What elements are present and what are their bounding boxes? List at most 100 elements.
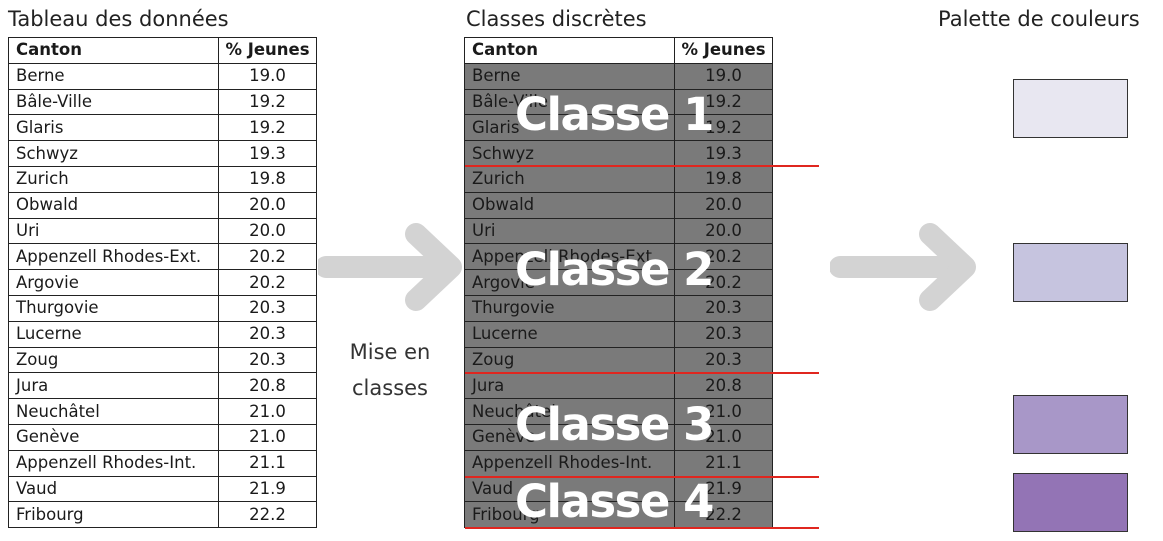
canton-cell: Appenzell Rhodes-Int.: [8, 449, 219, 477]
canton-cell: Uri: [8, 217, 219, 245]
canton-cell: Zoug: [464, 346, 675, 374]
percent-cell: 19.2: [674, 114, 773, 142]
table-row: Glaris 19.2: [464, 114, 773, 142]
palette-swatch-2: [1013, 243, 1128, 302]
table-row: Thurgovie 20.3: [8, 294, 317, 322]
table-header-row: Canton % Jeunes: [8, 37, 317, 64]
percent-cell: 21.9: [218, 475, 317, 503]
percent-cell: 20.2: [674, 243, 773, 271]
percent-cell: 21.0: [674, 423, 773, 451]
table-row: Genève 21.0: [464, 423, 773, 451]
canton-cell: Zurich: [8, 165, 219, 193]
column-header-canton: Canton: [464, 37, 675, 64]
percent-cell: 19.2: [218, 88, 317, 116]
percent-cell: 19.8: [218, 165, 317, 193]
canton-cell: Obwald: [8, 191, 219, 219]
table-row: Obwald 20.0: [8, 191, 317, 219]
table-row: Vaud 21.9: [464, 475, 773, 503]
table-row: Appenzell Rhodes-Int. 21.1: [464, 449, 773, 477]
right-title: Palette de couleurs: [938, 7, 1140, 31]
middle-title: Classes discrètes: [466, 7, 647, 31]
table-row: Vaud 21.9: [8, 475, 317, 503]
palette-swatch-3: [1013, 395, 1128, 454]
percent-cell: 21.0: [218, 423, 317, 451]
table-row: Zurich 19.8: [8, 165, 317, 193]
table-row: Schwyz 19.3: [464, 140, 773, 167]
class-label-1: Classe 1: [515, 87, 714, 141]
canton-cell: Neuchâtel: [8, 398, 219, 425]
column-header-percent: % Jeunes: [218, 37, 317, 64]
percent-cell: 20.8: [674, 372, 773, 400]
canton-cell: Schwyz: [464, 140, 675, 167]
table-row: Obwald 20.0: [464, 191, 773, 219]
canton-cell: Thurgovie: [464, 294, 675, 322]
table-row: Appenzell Rhodes-Ext. 20.2: [8, 243, 317, 271]
class-label-4: Classe 4: [515, 475, 714, 529]
class-separator: [465, 372, 819, 375]
canton-cell: Berne: [464, 62, 675, 90]
table-row: Zoug 20.3: [8, 346, 317, 374]
table-row: Fribourg 22.2: [8, 501, 317, 529]
canton-cell: Appenzell Rhodes-Ext.: [8, 243, 219, 271]
percent-cell: 20.0: [674, 191, 773, 219]
percent-cell: 20.2: [674, 269, 773, 296]
canton-cell: Glaris: [8, 114, 219, 142]
classified-table: Canton % Jeunes Berne 19.0 Bâle-Ville 19.2 G…: [464, 37, 773, 529]
table-row: Thurgovie 20.3: [464, 294, 773, 322]
percent-cell: 22.2: [218, 501, 317, 529]
canton-cell: Obwald: [464, 191, 675, 219]
step-label-line-1: Mise en: [349, 340, 431, 364]
percent-cell: 22.2: [674, 501, 773, 529]
column-header-canton: Canton: [8, 37, 219, 64]
percent-cell: 21.9: [674, 475, 773, 503]
table-row: Genève 21.0: [8, 423, 317, 451]
table-row: Neuchâtel 21.0: [464, 398, 773, 425]
percent-cell: 20.3: [218, 320, 317, 348]
percent-cell: 21.0: [218, 398, 317, 425]
left-title: Tableau des données: [8, 7, 229, 31]
canton-cell: Fribourg: [8, 501, 219, 529]
table-row: Berne 19.0: [464, 62, 773, 90]
table-row: Jura 20.8: [8, 372, 317, 400]
canton-cell: Bâle-Ville: [8, 88, 219, 116]
table-row: Uri 20.0: [8, 217, 317, 245]
percent-cell: 20.2: [218, 269, 317, 296]
percent-cell: 19.3: [674, 140, 773, 167]
data-table: Canton % Jeunes Berne 19.0 Bâle-Ville 19.2 G…: [8, 37, 317, 529]
table-row: Zoug 20.3: [464, 346, 773, 374]
table-row: Berne 19.0: [8, 62, 317, 90]
table-row: Argovie 20.2: [464, 269, 773, 296]
percent-cell: 20.3: [674, 294, 773, 322]
percent-cell: 20.8: [218, 372, 317, 400]
canton-cell: Jura: [8, 372, 219, 400]
step-label: Mise en classes: [335, 334, 445, 406]
percent-cell: 19.2: [674, 88, 773, 116]
class-separator: [465, 527, 819, 530]
percent-cell: 19.0: [674, 62, 773, 90]
canton-cell: Berne: [8, 62, 219, 90]
table-row: Neuchâtel 21.0: [8, 398, 317, 425]
percent-cell: 21.0: [674, 398, 773, 425]
canton-cell: Lucerne: [464, 320, 675, 348]
percent-cell: 21.1: [674, 449, 773, 477]
table-row: Jura 20.8: [464, 372, 773, 400]
step-label-line-2: classes: [352, 376, 428, 400]
class-label-2: Classe 2: [515, 242, 714, 296]
canton-cell: Schwyz: [8, 140, 219, 167]
arrow-right-icon: [830, 223, 976, 311]
table-row: Argovie 20.2: [8, 269, 317, 296]
percent-cell: 20.0: [218, 191, 317, 219]
canton-cell: Vaud: [8, 475, 219, 503]
table-row: Fribourg 22.2: [464, 501, 773, 529]
table-row: Lucerne 20.3: [464, 320, 773, 348]
class-label-3: Classe 3: [515, 397, 714, 451]
canton-cell: Genève: [8, 423, 219, 451]
table-row: Schwyz 19.3: [8, 140, 317, 167]
percent-cell: 19.8: [674, 165, 773, 193]
percent-cell: 20.0: [218, 217, 317, 245]
palette-swatch-1: [1013, 79, 1128, 138]
canton-cell: Appenzell Rhodes-Int.: [464, 449, 675, 477]
canton-cell: Glaris: [464, 114, 675, 142]
table-row: Uri 20.0: [464, 217, 773, 245]
table-row: Lucerne 20.3: [8, 320, 317, 348]
